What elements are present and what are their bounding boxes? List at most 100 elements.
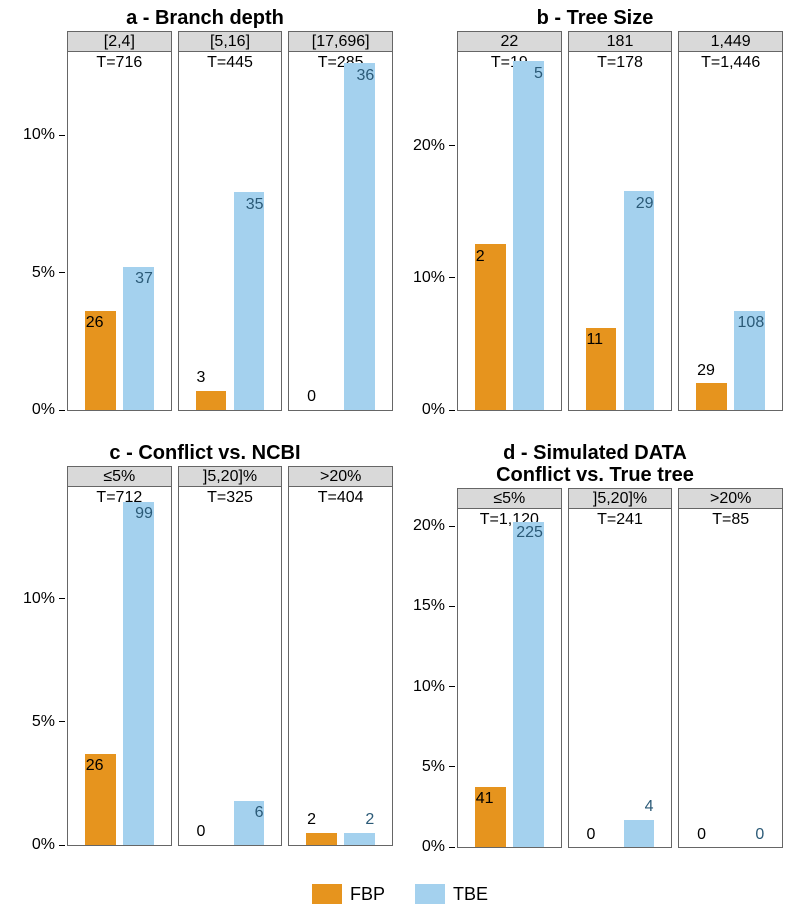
facet: ]5,20]%T=24104 [568, 488, 673, 848]
y-tick-mark [59, 135, 65, 136]
y-tick-label: 0% [422, 401, 447, 419]
bar-label-fbp: 26 [86, 314, 104, 332]
bar-tbe [234, 192, 265, 410]
y-tick: 0% [15, 401, 65, 419]
bar-tbe [624, 820, 655, 847]
y-tick-label: 10% [413, 678, 447, 696]
quad-title-line1: c - Conflict vs. NCBI [15, 442, 395, 464]
y-tick-label: 0% [32, 401, 57, 419]
figure: a - Branch depth0%5%10%[2,4]T=7162637[5,… [0, 0, 800, 919]
y-tick: 15% [405, 597, 455, 615]
facet: [2,4]T=7162637 [67, 31, 172, 411]
bar-fbp [475, 244, 506, 410]
y-tick-mark [449, 766, 455, 767]
facet-panel: T=24104 [569, 509, 672, 847]
facet: 22T=1925 [457, 31, 562, 411]
facet: ]5,20]%T=32506 [178, 466, 283, 846]
y-tick-label: 20% [413, 517, 447, 535]
facet-panel: T=1,12041225 [458, 509, 561, 847]
bar-tbe [513, 61, 544, 410]
quad-title-line1: d - Simulated DATA [405, 442, 785, 464]
quad-d: d - Simulated DATAConflict vs. True tree… [400, 435, 790, 870]
chart-area: 0%5%10%≤5%T=7122699]5,20]%T=32506>20%T=4… [15, 466, 395, 846]
bar-label-tbe: 5 [534, 65, 543, 83]
bar-label-fbp: 11 [586, 331, 603, 349]
bar-label-fbp: 0 [697, 826, 706, 844]
bars: 41 225 [464, 509, 555, 847]
facet-panel: T=40422 [289, 487, 392, 845]
y-tick-label: 20% [413, 137, 447, 155]
bars: 335 [185, 52, 276, 410]
quad-b: b - Tree Size0%10%20%22T=1925181T=178112… [400, 0, 790, 435]
facet-panel: T=8500 [679, 509, 782, 847]
facet-strip: [5,16] [179, 32, 282, 52]
facet-panel: T=285036 [289, 52, 392, 410]
facets: ≤5%T=7122699]5,20]%T=32506>20%T=40422 [67, 466, 393, 846]
bar-label-tbe: 108 [738, 314, 765, 332]
y-tick-label: 10% [413, 269, 447, 287]
swatch-fbp [312, 884, 342, 904]
quad-title: c - Conflict vs. NCBI [15, 442, 395, 464]
quad-title: b - Tree Size [405, 7, 785, 29]
facets: 22T=1925181T=17811291,449T=1,44629108 [457, 31, 783, 411]
facet: [5,16]T=445335 [178, 31, 283, 411]
bar-label-fbp: 0 [586, 826, 595, 844]
facet-panel: T=1925 [458, 52, 561, 410]
bar-label-tbe: 6 [255, 804, 264, 822]
y-tick: 5% [15, 264, 65, 282]
facet: 181T=1781129 [568, 31, 673, 411]
bar-fbp [306, 833, 337, 845]
bar-label-fbp: 41 [476, 790, 494, 808]
y-tick-mark [449, 277, 455, 278]
y-axis: 0%5%10% [15, 488, 65, 845]
bars: 26 37 [74, 52, 165, 410]
facet: ≤5%T=7122699 [67, 466, 172, 846]
quad-a: a - Branch depth0%5%10%[2,4]T=7162637[5,… [10, 0, 400, 435]
facet-panel: T=1,44629108 [679, 52, 782, 410]
bar-label-tbe: 37 [135, 270, 153, 288]
y-tick: 5% [15, 713, 65, 731]
y-tick: 20% [405, 137, 455, 155]
y-tick-label: 15% [413, 597, 447, 615]
bar-label-fbp: 2 [476, 248, 485, 266]
bars: 00 [685, 509, 776, 847]
legend-label-tbe: TBE [453, 884, 488, 905]
y-tick-mark [59, 598, 65, 599]
y-tick-label: 5% [32, 713, 57, 731]
bar-fbp [696, 383, 727, 410]
bar-label-tbe: 4 [645, 798, 654, 816]
y-tick: 0% [405, 401, 455, 419]
bar-tbe [344, 833, 375, 845]
y-tick-mark [59, 721, 65, 722]
bar-label-fbp: 3 [196, 369, 205, 387]
bars: 04 [575, 509, 666, 847]
y-tick-label: 10% [23, 126, 57, 144]
y-axis: 0%5%10%15%20% [405, 510, 455, 847]
y-tick-label: 0% [422, 838, 447, 856]
bar-label-tbe: 225 [516, 524, 543, 542]
bars: 25 [464, 52, 555, 410]
legend-item-fbp: FBP [312, 884, 385, 905]
y-tick-mark [449, 686, 455, 687]
y-tick-mark [449, 145, 455, 146]
quad-title-line1: a - Branch depth [15, 7, 395, 29]
quad-c: c - Conflict vs. NCBI0%5%10%≤5%T=7122699… [10, 435, 400, 870]
y-tick: 5% [405, 758, 455, 776]
y-tick-label: 10% [23, 590, 57, 608]
bars: 06 [185, 487, 276, 845]
bar-label-tbe: 2 [365, 811, 374, 829]
legend-item-tbe: TBE [415, 884, 488, 905]
quad-title: a - Branch depth [15, 7, 395, 29]
facet-strip: >20% [679, 489, 782, 509]
y-tick: 10% [15, 590, 65, 608]
facet: >20%T=40422 [288, 466, 393, 846]
chart-area: 0%5%10%15%20%≤5%T=1,12041225]5,20]%T=241… [405, 488, 785, 848]
bar-tbe [123, 502, 154, 845]
y-tick-label: 5% [32, 264, 57, 282]
bar-tbe [624, 191, 655, 410]
bar-tbe [513, 522, 544, 847]
bars: 2699 [74, 487, 165, 845]
facet: ≤5%T=1,12041225 [457, 488, 562, 848]
bars: 29108 [685, 52, 776, 410]
chart-area: 0%5%10%[2,4]T=7162637[5,16]T=445335[17,6… [15, 31, 395, 411]
